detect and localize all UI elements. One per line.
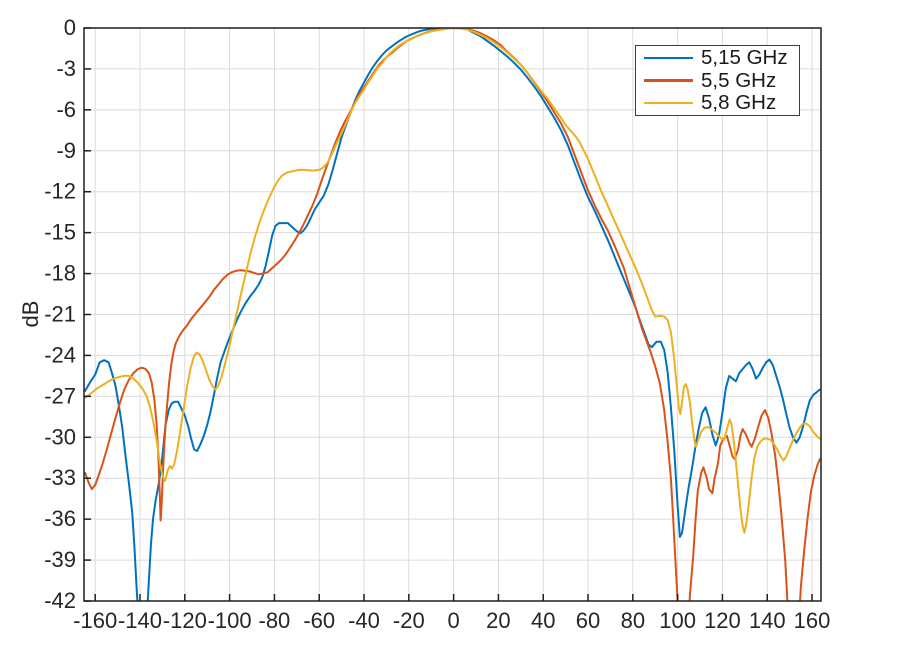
y-tick-label: -24 [44,342,76,367]
x-tick-label: 120 [704,608,741,633]
y-tick-label: -9 [56,138,76,163]
x-tick-label: 100 [659,608,696,633]
legend-item-5-8ghz: 5,8 GHz [644,90,793,114]
legend-item-5-5ghz: 5,5 GHz [644,68,793,92]
y-axis-title: dB [18,300,43,328]
x-tick-label: 60 [576,608,600,633]
y-tick-label: -30 [44,424,76,449]
x-tick-label: -80 [259,608,291,633]
y-tick-label: 0 [64,15,76,40]
x-tick-label: -60 [303,608,335,633]
y-tick-label: -12 [44,179,76,204]
legend-item-5-15ghz: 5,15 GHz [644,46,793,70]
y-tick-label: -3 [56,56,76,81]
series-group [84,28,821,601]
x-tick-label: -40 [348,608,380,633]
y-tick-label: -36 [44,506,76,531]
x-tick-label: 160 [794,608,831,633]
x-tick-label: 0 [447,608,459,633]
legend-line-sample-yellow [644,101,693,104]
y-tick-label: -42 [44,588,76,613]
y-tick-label: -39 [44,547,76,572]
x-tick-label: 20 [486,608,510,633]
x-tick-label: 80 [621,608,645,633]
x-tick-label: 140 [749,608,786,633]
legend-label: 5,5 GHz [701,68,777,92]
x-tick-label: 40 [531,608,555,633]
x-tick-label: -140 [118,608,162,633]
ticks: -160 -140 -120 -100 -80 -60 -40 -20 0 20 40 60 80 100… [44,15,830,633]
y-tick-label: -33 [44,465,76,490]
y-tick-label: -21 [44,302,76,327]
x-tick-label: -160 [73,608,117,633]
x-tick-label: -100 [208,608,252,633]
legend-label: 5,15 GHz [701,46,788,70]
series-line-5-15-ghz [84,28,821,601]
y-tick-label: -18 [44,261,76,286]
series-line-5-8-ghz [84,28,821,534]
x-tick-label: -20 [393,608,425,633]
y-tick-label: -27 [44,383,76,408]
x-tick-label: -120 [163,608,207,633]
y-tick-label: -6 [56,97,76,122]
series-line-5-5-ghz [84,28,821,601]
legend-label: 5,8 GHz [701,90,777,114]
legend-line-sample-orange [644,79,693,82]
y-tick-label: -15 [44,220,76,245]
legend: 5,15 GHz 5,5 GHz 5,8 GHz [635,45,800,116]
legend-line-sample-blue [644,57,693,60]
